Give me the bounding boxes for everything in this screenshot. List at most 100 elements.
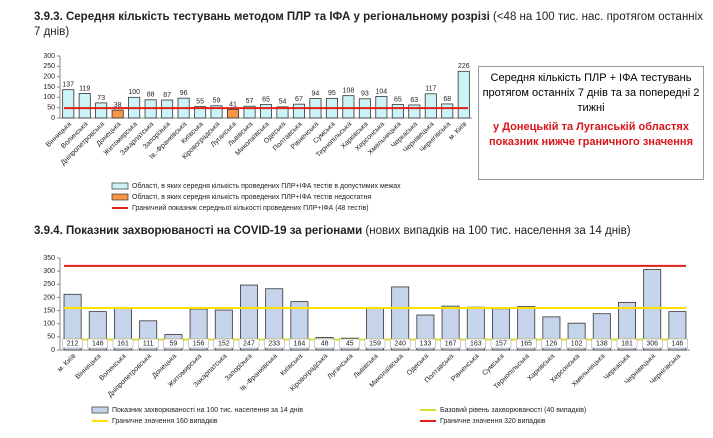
value-label: 59 [170,341,178,348]
value-label: 137 [62,82,74,89]
value-label: 65 [262,96,270,103]
value-label: 48 [321,341,329,348]
y-tick-label: 0 [51,347,55,354]
value-label: 45 [346,341,354,348]
value-label-box [238,338,260,349]
x-tick-label: Сумська [481,353,506,378]
y-tick-label: 200 [43,294,55,301]
value-label: 133 [420,341,432,348]
value-label-box [339,338,361,349]
bar [265,288,284,351]
value-label: 41 [229,101,237,108]
heading-text: 3.9.4. Показник захворюваності на COVID-… [34,225,363,237]
value-label: 161 [117,341,129,348]
y-tick-label: 150 [43,307,55,314]
value-label: 95 [328,90,336,97]
value-label: 163 [470,341,482,348]
subheading-text: (нових випадків на 100 тис. населення за… [365,225,631,237]
bar [227,109,240,119]
value-label: 104 [376,88,388,95]
legend-swatch [111,182,129,190]
value-label-box [465,338,487,349]
value-label: 111 [143,341,154,348]
y-tick-label: 150 [43,84,55,91]
value-label: 73 [97,95,105,102]
bar [618,302,636,351]
value-label-box [364,338,386,349]
value-label: 165 [520,341,532,348]
note-box: Середня кількість ПЛР + ІФА тестувань пр… [478,66,704,180]
bar [342,95,355,119]
x-tick-label: м. Київ [448,121,469,142]
value-label-box [87,338,109,349]
value-label: 240 [394,341,406,348]
heading-text: 3.9.3. Середня кількість тестувань метод… [34,11,490,23]
bar [408,104,421,119]
y-tick-label: 50 [47,105,55,112]
value-label: 306 [646,341,658,348]
x-tick-label: Львівська [352,352,380,380]
y-tick-label: 300 [43,53,55,60]
value-label-box [163,338,184,349]
value-label-box [566,338,587,349]
bar [391,104,404,119]
value-label-box [490,338,512,349]
y-tick-label: 0 [51,115,55,122]
value-label-box [641,338,663,349]
bar [441,103,454,119]
value-label-box [515,338,537,349]
value-label: 96 [180,90,188,97]
y-tick-label: 350 [43,255,55,262]
bar [290,301,309,351]
value-label-box [314,338,335,349]
value-label-box [263,338,285,349]
value-label-box [667,338,688,349]
note-text: Середня кількість ПЛР + ІФА тестувань пр… [482,72,700,114]
value-label: 247 [243,341,255,348]
value-label: 67 [295,96,303,103]
value-label-box [541,338,562,349]
legend-swatch [111,193,129,201]
value-label: 68 [443,96,451,103]
legend-label: Області, в яких середня кількість провед… [132,182,401,190]
x-tick-label: м. Київ [57,353,78,374]
bar [259,104,273,119]
value-label: 167 [445,341,457,348]
value-label: 38 [114,102,122,109]
value-label: 146 [672,341,684,348]
legend-label: Граничне значення 320 випадків [440,417,546,425]
value-label: 233 [268,341,280,348]
value-label: 212 [67,341,79,348]
bar [111,109,124,119]
value-label: 146 [92,341,104,348]
bar [424,93,437,119]
x-tick-label: Київська [279,353,304,378]
y-tick-label: 300 [43,268,55,275]
value-label-box [137,338,159,349]
bar [78,93,91,119]
value-label: 65 [394,96,402,103]
value-label: 63 [410,97,418,104]
value-label-box [62,338,83,349]
x-tick-label: Одеська [406,353,430,377]
note-highlight: у Донецькій та Луганській областях показ… [489,121,693,148]
bar [292,103,305,119]
value-label: 181 [621,341,633,348]
value-label: 117 [425,86,436,93]
value-label: 226 [458,63,470,70]
subheading-text: (<48 на 100 тис. нас. протягом останніх … [34,11,703,38]
value-label: 184 [294,341,306,348]
value-label: 87 [163,92,171,99]
value-label: 126 [546,341,558,348]
value-label: 100 [128,89,140,96]
value-label: 157 [495,341,507,348]
y-tick-label: 100 [43,321,55,328]
value-label: 159 [369,341,381,348]
value-label: 152 [218,341,230,348]
bar [643,269,662,351]
y-tick-label: 100 [43,94,55,101]
value-label: 57 [246,98,254,105]
bar [210,105,223,119]
value-label-box [213,338,235,349]
